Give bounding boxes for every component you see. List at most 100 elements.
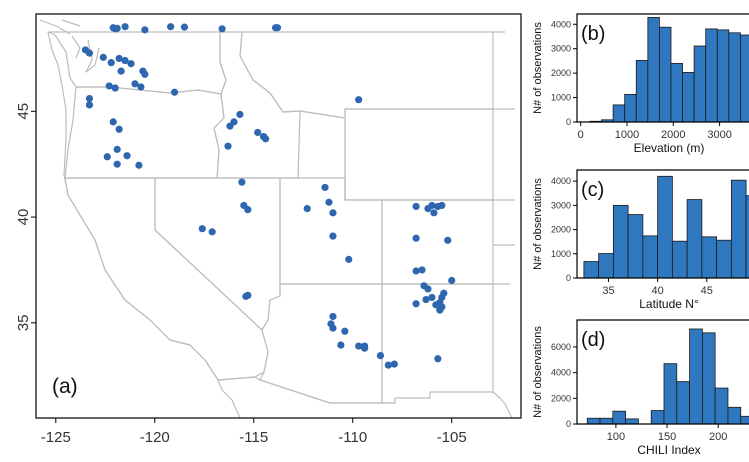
histogram-bar [583, 261, 600, 278]
sample-point [432, 301, 440, 309]
bars [583, 175, 749, 278]
histogram-bar [625, 418, 639, 424]
sample-point [99, 53, 107, 61]
histogram-bar [676, 381, 690, 424]
y-tick-label: 1000 [551, 93, 571, 103]
map-axes: -125 -120 -115 -110 -105 35 40 45 [15, 103, 467, 446]
x-tick-label: -105 [437, 429, 467, 446]
x-tick-label: 1000 [615, 129, 639, 141]
histogram-bar [650, 410, 665, 424]
sample-point [121, 23, 129, 31]
sample-point [107, 59, 115, 67]
y-tick-label: 2000 [551, 225, 571, 235]
map-panel: -125 -120 -115 -110 -105 35 40 45 (a) [15, 13, 522, 446]
histogram-bar [663, 363, 678, 424]
x-tick-label: 150 [658, 431, 676, 443]
histogram-bar [612, 104, 626, 122]
y-tick-label: 2000 [551, 68, 571, 78]
x-axis-label: Elevation (m) [634, 141, 705, 155]
sample-point [345, 255, 353, 263]
sample-point [141, 70, 149, 78]
histogram-bar [657, 175, 673, 278]
y-tick-label: 35 [15, 314, 32, 331]
x-tick-label: -115 [239, 429, 268, 446]
sample-point [105, 82, 113, 90]
sample-point [127, 60, 135, 68]
y-tick-label: 4000 [551, 176, 571, 186]
sample-point [137, 83, 145, 91]
x-tick-label: -120 [140, 429, 170, 446]
y-tick-label: 0 [566, 419, 571, 429]
sample-point [329, 209, 337, 217]
x-tick-label: 0 [578, 129, 584, 141]
x-tick-label: 45 [701, 285, 713, 297]
histogram-bar [714, 387, 729, 424]
y-axis-label: N# of observations [532, 178, 544, 270]
sample-point [412, 234, 420, 242]
sample-point [117, 67, 125, 75]
panel-label-a: (a) [52, 375, 78, 398]
y-tick-label: 0 [566, 273, 571, 283]
histogram-bar [727, 406, 742, 424]
sample-point [242, 292, 250, 300]
state-wyoming-west [299, 110, 346, 200]
histogram-bar [745, 195, 749, 278]
sample-point [85, 101, 94, 109]
histogram-bar [716, 29, 730, 122]
histogram-bar [701, 236, 718, 278]
sample-point [390, 360, 398, 368]
state-boundaries [39, 19, 515, 419]
histogram-bar [670, 62, 683, 122]
sample-point [113, 145, 121, 153]
sample-point [198, 225, 206, 233]
sample-point [123, 152, 131, 160]
map-background [36, 14, 521, 418]
sample-point [271, 24, 280, 32]
x-axis-label: Latitude N° [639, 297, 699, 311]
sample-point [355, 96, 363, 104]
sample-point [418, 266, 426, 274]
x-tick-label: 100 [607, 431, 625, 443]
sample-point [321, 183, 329, 192]
sample-points [81, 23, 456, 369]
sample-point [424, 204, 432, 213]
sample-point [111, 84, 119, 92]
y-tick-label: 45 [15, 103, 32, 120]
sample-point [412, 202, 420, 211]
sample-point [244, 206, 252, 214]
x-tick-label: -110 [338, 429, 367, 446]
histogram-bar [701, 332, 716, 424]
y-tick-label: 1000 [551, 249, 571, 259]
sample-point [412, 267, 420, 275]
histogram-bar [730, 179, 747, 278]
plot-frame [576, 319, 749, 425]
histogram-bar [671, 240, 688, 278]
sample-point [141, 26, 149, 34]
sample-point [238, 178, 246, 186]
x-tick-label: -125 [41, 429, 71, 446]
y-tick-label: 4000 [551, 19, 571, 29]
sample-point [430, 209, 438, 217]
sample-point [361, 342, 369, 350]
y-tick-label: 40 [15, 209, 32, 226]
histogram-bar [647, 17, 660, 122]
sample-point [420, 282, 428, 290]
sample-point [131, 80, 139, 88]
histogram-bar [682, 71, 695, 122]
sample-point [303, 204, 311, 213]
mexico-border [217, 376, 395, 404]
sample-point [113, 24, 121, 32]
y-axis-label: N# of observations [532, 22, 544, 114]
sample-point [412, 300, 420, 308]
sample-point [115, 125, 123, 133]
histogram-bar [693, 45, 707, 122]
sample-point [329, 324, 337, 332]
vancouver-island [39, 19, 81, 35]
y-tick-label: 2000 [551, 393, 571, 403]
sample-point [355, 342, 363, 350]
x-tick-label: 200 [709, 431, 727, 443]
histogram-bar [624, 93, 637, 122]
bars [589, 17, 749, 122]
